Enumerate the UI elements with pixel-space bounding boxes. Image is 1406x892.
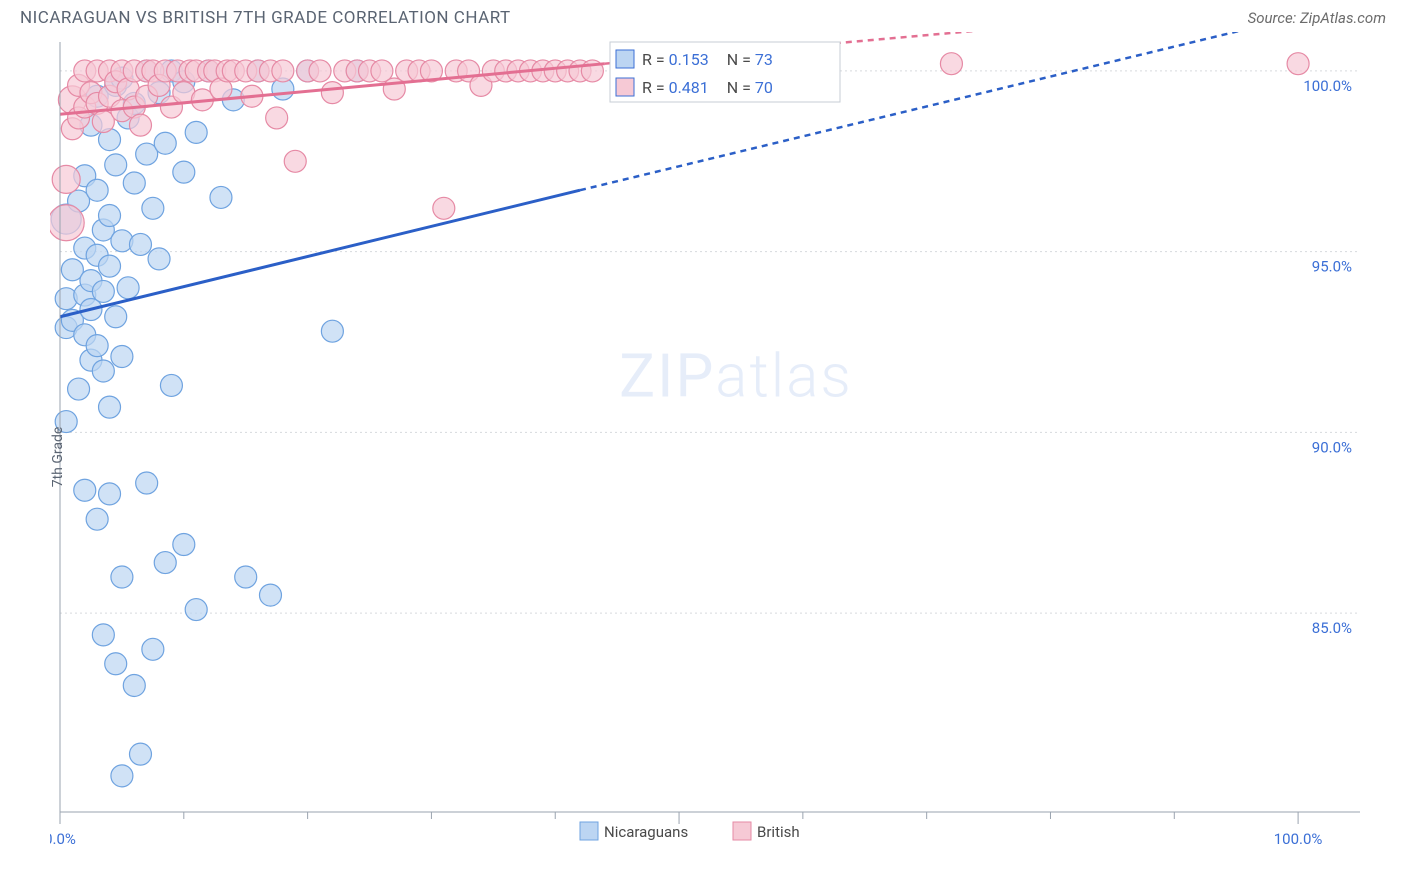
scatter-point [105, 653, 127, 675]
scatter-point [123, 674, 145, 696]
scatter-point [105, 154, 127, 176]
scatter-point [185, 121, 207, 143]
watermark: ZIPatlas [619, 340, 853, 411]
legend-swatch [616, 50, 634, 68]
scatter-point [160, 374, 182, 396]
legend-label: Nicaraguans [604, 823, 688, 841]
scatter-point [52, 165, 80, 193]
y-tick-label: 95.0% [1312, 258, 1352, 276]
scatter-point [129, 233, 151, 255]
scatter-point [1287, 53, 1309, 75]
scatter-point [433, 197, 455, 219]
scatter-point [272, 60, 294, 82]
scatter-point [142, 197, 164, 219]
scatter-point [123, 172, 145, 194]
y-tick-label: 90.0% [1312, 438, 1352, 456]
scatter-point [99, 255, 121, 277]
scatter-point [309, 60, 331, 82]
scatter-point [321, 82, 343, 104]
scatter-point [105, 306, 127, 328]
x-tick-label: 100.0% [1274, 830, 1323, 848]
scatter-point [99, 396, 121, 418]
scatter-point [266, 107, 288, 129]
scatter-point [129, 743, 151, 765]
scatter-point [86, 335, 108, 357]
y-axis-label: 7th Grade [50, 427, 66, 488]
scatter-point [321, 320, 343, 342]
scatter-point [940, 53, 962, 75]
y-tick-label: 85.0% [1312, 619, 1352, 637]
scatter-point [99, 205, 121, 227]
legend-swatch [733, 822, 751, 840]
scatter-point [117, 277, 139, 299]
scatter-point [142, 638, 164, 660]
scatter-point [173, 161, 195, 183]
legend-stat-row: R = 0.153N = 73 [642, 50, 773, 69]
scatter-point [154, 552, 176, 574]
scatter-point [99, 483, 121, 505]
scatter-point [284, 150, 306, 172]
scatter-point [50, 205, 84, 241]
x-tick-label: 0.0% [50, 830, 76, 848]
scatter-point [92, 624, 114, 646]
scatter-point [259, 584, 281, 606]
scatter-point [210, 186, 232, 208]
scatter-point [136, 472, 158, 494]
y-tick-label: 100.0% [1303, 77, 1352, 95]
scatter-point [74, 479, 96, 501]
scatter-point [111, 566, 133, 588]
scatter-point [185, 599, 207, 621]
legend-stat-row: R = 0.481N = 70 [642, 78, 773, 97]
legend-swatch [580, 822, 598, 840]
scatter-point [111, 346, 133, 368]
scatter-point [92, 360, 114, 382]
legend-swatch [616, 78, 634, 96]
scatter-point [235, 566, 257, 588]
scatter-point [92, 280, 114, 302]
source-label: Source: ZipAtlas.com [1248, 9, 1386, 27]
scatter-point [173, 533, 195, 555]
scatter-point [148, 248, 170, 270]
chart-title: NICARAGUAN VS BRITISH 7TH GRADE CORRELAT… [20, 8, 511, 28]
scatter-point [86, 508, 108, 530]
correlation-chart: 85.0% 90.0% 95.0% 100.0% ZIPatlas 0.0% 100.0% R… [50, 32, 1386, 882]
legend-label: British [757, 823, 800, 841]
scatter-point [154, 132, 176, 154]
scatter-point [68, 378, 90, 400]
scatter-point [111, 765, 133, 787]
scatter-point [86, 179, 108, 201]
scatter-point [129, 114, 151, 136]
